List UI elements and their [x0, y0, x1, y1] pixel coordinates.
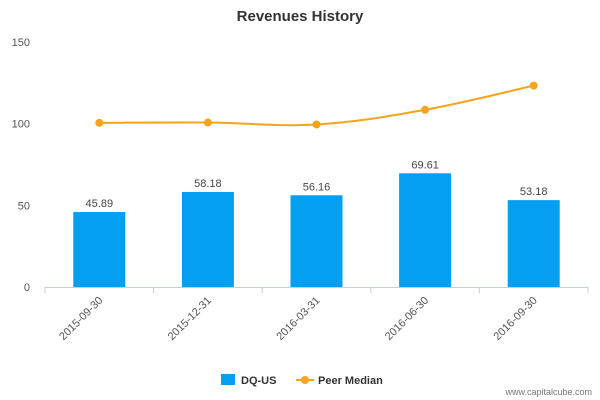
y-tick-label: 150: [12, 37, 30, 49]
legend: DQ-US Peer Median: [221, 374, 383, 387]
y-tick-label: 50: [18, 200, 30, 212]
line-point: [312, 120, 321, 129]
bar: [507, 200, 560, 287]
line-point: [529, 81, 538, 90]
bar-data-label: 69.61: [411, 159, 439, 171]
source-credit: www.capitalcube.com: [504, 387, 592, 397]
y-axis: 0 50 100 150: [12, 37, 30, 294]
x-tick-label: 2016-03-31: [274, 295, 322, 343]
line-point: [203, 118, 212, 127]
bar: [73, 212, 126, 287]
y-tick-label: 100: [12, 119, 30, 131]
bar-data-label: 56.16: [303, 181, 331, 193]
legend-label-peer-median: Peer Median: [318, 375, 383, 387]
bar: [290, 195, 343, 287]
peer-median-line: [99, 84, 534, 127]
bar-data-label: 58.18: [194, 178, 222, 190]
x-tick-label: 2016-06-30: [383, 295, 431, 343]
bar: [181, 191, 234, 287]
bar-data-label: 45.89: [86, 198, 114, 210]
line-point: [95, 118, 104, 127]
legend-swatch-peer-median-marker: [301, 376, 309, 384]
x-tick-label: 2015-09-30: [57, 295, 105, 343]
x-axis: 2015-09-30 2015-12-31 2016-03-31 2016-06-30…: [44, 287, 589, 343]
x-tick-label: 2015-12-31: [166, 295, 214, 343]
chart-title: Revenues History: [237, 8, 364, 25]
bar-series: 45.89 58.18 56.16 69.61 53.18: [73, 159, 560, 287]
x-tick-label: 2016-09-30: [492, 295, 540, 343]
bar-data-label: 53.18: [520, 186, 548, 198]
legend-swatch-dq-us: [221, 374, 235, 385]
line-point: [421, 105, 430, 114]
line-series: [95, 81, 538, 129]
legend-label-dq-us: DQ-US: [241, 375, 276, 387]
y-tick-label: 0: [24, 282, 30, 294]
bar: [399, 173, 452, 287]
